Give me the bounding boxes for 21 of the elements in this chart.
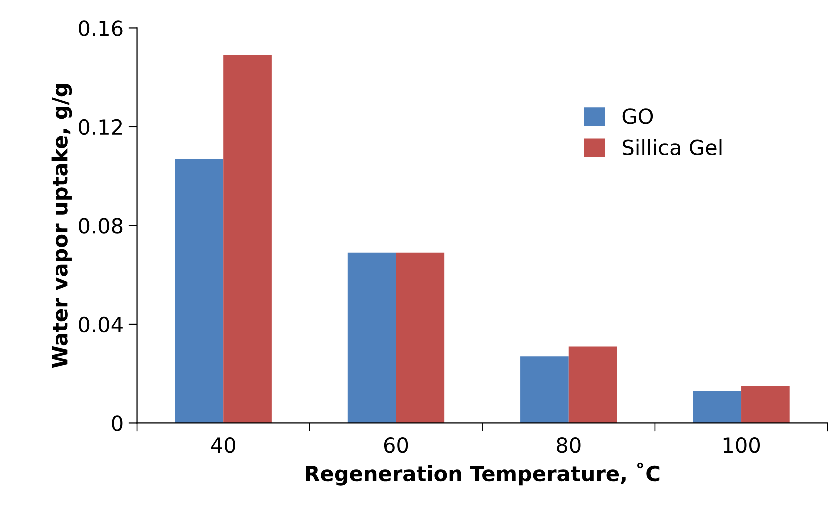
- x-tick-label: 60: [384, 437, 408, 454]
- bar: [693, 391, 742, 424]
- bar: [348, 252, 396, 424]
- x-tick-label: 80: [557, 437, 581, 454]
- x-tick-label: 100: [724, 437, 760, 454]
- x-tick-label: 40: [211, 437, 236, 454]
- y-tick-label: 0.12: [79, 119, 122, 136]
- bar: [175, 159, 224, 424]
- y-tick-label: 0: [112, 416, 123, 432]
- bar: [520, 356, 569, 424]
- x-axis-title: Regeneration Temperature, ˚C: [306, 462, 660, 486]
- bar: [396, 252, 445, 424]
- y-tick-label: 0.04: [79, 316, 123, 333]
- bar: [568, 346, 618, 424]
- y-tick-label: 0.08: [79, 218, 123, 234]
- legend-label: Sillica Gel: [623, 139, 722, 156]
- bar: [224, 55, 272, 424]
- y-tick-label: 0.16: [79, 20, 123, 36]
- bar: [742, 386, 790, 424]
- y-axis-title: Water vapor uptake, g/g: [52, 84, 72, 368]
- legend-label: GO: [622, 108, 654, 124]
